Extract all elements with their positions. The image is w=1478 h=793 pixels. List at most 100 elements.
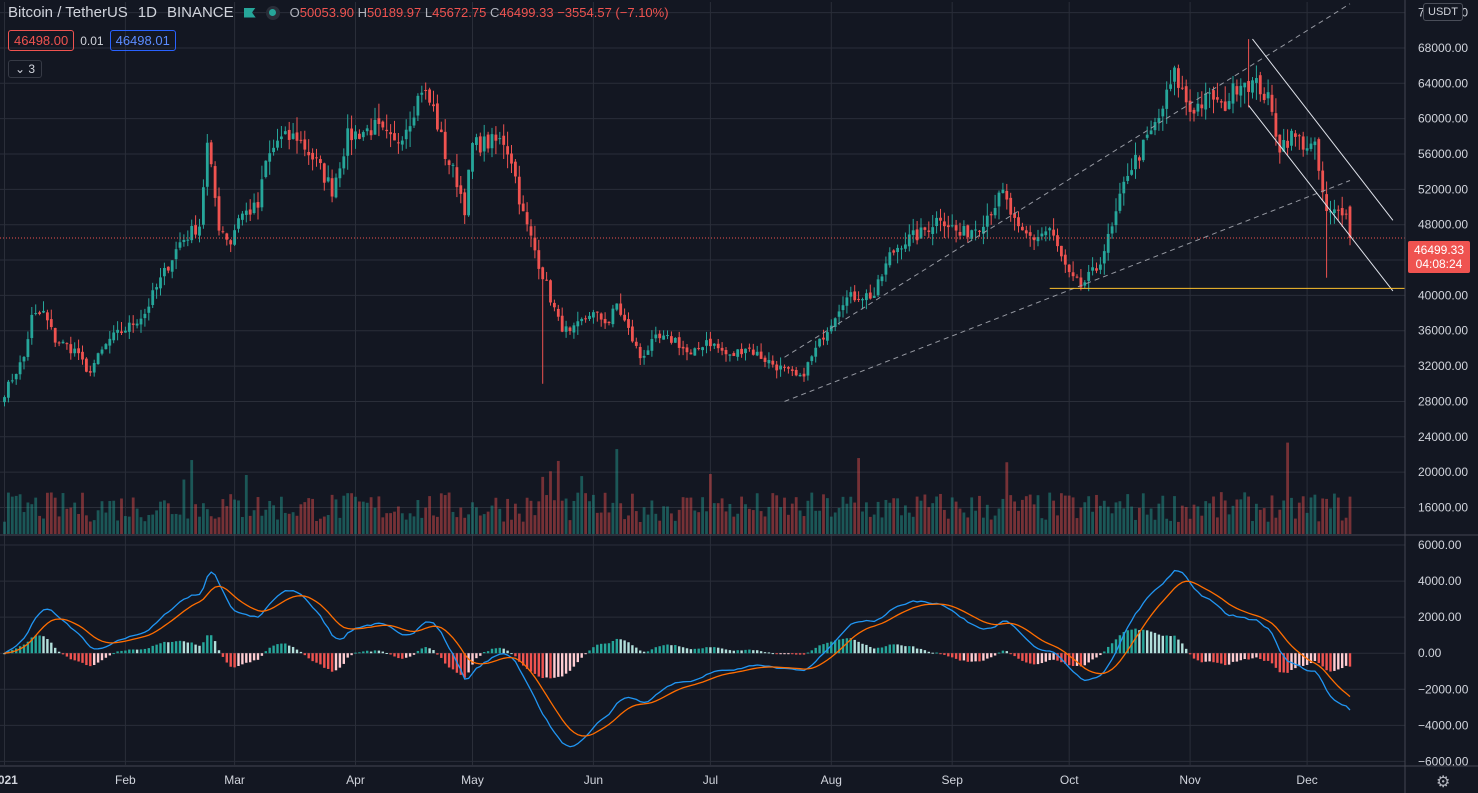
macd-histogram-bar	[533, 653, 537, 674]
candle	[880, 273, 884, 287]
volume-bar	[494, 497, 498, 534]
currency-badge[interactable]: USDT	[1423, 3, 1463, 21]
macd-histogram-bar	[1017, 653, 1020, 659]
time-tick-label: Dec	[1296, 773, 1317, 787]
candle	[732, 351, 736, 357]
macd-histogram-bar	[1087, 653, 1090, 663]
macd-histogram-bar	[463, 653, 466, 678]
candle	[720, 342, 724, 356]
macd-histogram-bar	[834, 640, 837, 654]
candle	[748, 343, 751, 352]
candle	[1102, 244, 1106, 275]
candle	[876, 274, 880, 298]
volume-bar	[923, 494, 927, 534]
candle	[478, 132, 482, 157]
sell-button[interactable]: 46498.00	[8, 30, 75, 51]
volume-bar	[720, 498, 724, 534]
flag-icon[interactable]	[243, 7, 256, 18]
macd-tick-label: −4000.00	[1418, 718, 1469, 732]
volume-bar	[642, 507, 646, 534]
candle	[1169, 70, 1172, 92]
trend-channel-line[interactable]	[784, 3, 1351, 358]
macd-histogram-bar	[1001, 650, 1005, 654]
macd-histogram-bar	[783, 653, 786, 655]
macd-histogram-bar	[354, 652, 357, 654]
macd-axis[interactable]: −6000.00 −4000.00 −2000.00 0.00 2000.00 4000.…	[1418, 538, 1469, 768]
volume-bar	[537, 501, 541, 534]
macd-histogram-bar	[264, 651, 267, 654]
macd-histogram-bar	[1149, 631, 1153, 654]
candle	[568, 326, 572, 335]
descending-channel-line[interactable]	[1248, 105, 1394, 292]
candle	[966, 224, 970, 243]
macd-histogram-bar	[1270, 653, 1274, 664]
volume-bar	[7, 492, 10, 534]
macd-histogram-bar	[50, 642, 53, 654]
macd-histogram-bar	[81, 653, 84, 663]
macd-histogram-bar	[927, 651, 930, 654]
volume-bar	[85, 515, 88, 534]
volume-bar	[950, 497, 954, 534]
volume-bar	[381, 517, 385, 534]
volume-bar	[1052, 500, 1055, 534]
macd-histogram-bar	[233, 653, 236, 668]
indicators-toggle-button[interactable]: ⌄ 3	[8, 60, 43, 78]
macd-histogram-bar	[943, 653, 946, 655]
macd-histogram-bar	[420, 648, 423, 654]
volume-bar	[1169, 520, 1172, 534]
candle	[588, 311, 591, 321]
candle	[627, 312, 630, 335]
interval-label[interactable]: 1D	[137, 4, 157, 21]
candle	[611, 304, 615, 328]
candle	[634, 337, 638, 349]
volume-bar	[1110, 513, 1114, 534]
macd-histogram-bar	[34, 635, 37, 654]
volume-bar	[451, 511, 455, 534]
macd-histogram-bar	[1056, 653, 1059, 661]
symbol-title[interactable]: Bitcoin / TetherUS	[8, 4, 128, 21]
time-axis[interactable]: 2021 Feb Mar Apr May Jun Jul Aug Sep Oct Nov Dec	[0, 773, 1318, 787]
trend-channel-line[interactable]	[784, 180, 1351, 402]
volume-bar	[397, 506, 400, 534]
volume-bar	[38, 515, 41, 534]
macd-histogram-bar	[752, 650, 755, 654]
macd-histogram-bar	[459, 653, 462, 675]
volume-bar	[775, 495, 779, 534]
volume-bar	[502, 521, 506, 534]
candle	[763, 355, 767, 368]
volume-bar	[237, 500, 240, 534]
candle	[10, 373, 14, 384]
macd-histogram-bar	[689, 649, 693, 654]
candle	[783, 364, 786, 372]
volume-bar	[264, 509, 268, 534]
gear-icon[interactable]: ⚙	[1436, 774, 1451, 791]
macd-histogram-bar	[1048, 653, 1051, 661]
candle	[22, 356, 26, 370]
volume-bar	[151, 514, 155, 534]
buy-button[interactable]: 46498.01	[109, 30, 176, 51]
macd-histogram-bar	[962, 653, 966, 661]
volume-bar	[670, 513, 673, 534]
macd-histogram-bar	[1126, 630, 1129, 654]
trade-buttons: 46498.00 0.01 46498.01	[8, 30, 176, 51]
candle	[1110, 222, 1114, 239]
descending-channel-line[interactable]	[1252, 38, 1394, 221]
macd-histogram-bar	[1185, 648, 1188, 654]
macd-histogram-bar	[986, 653, 989, 659]
volume-bar	[997, 508, 1001, 534]
macd-histogram-bar	[1040, 653, 1044, 664]
candle	[1325, 181, 1328, 278]
macd-histogram-bar	[705, 647, 708, 654]
volume-bar	[291, 512, 295, 534]
price-axis[interactable]: 16000.00 20000.00 24000.00 28000.00 32000.00…	[1418, 6, 1468, 515]
volume-bar	[1165, 518, 1169, 534]
candle	[1177, 64, 1180, 98]
macd-histogram-bar	[198, 645, 201, 654]
candle	[576, 311, 580, 335]
macd-histogram-bar	[1188, 653, 1192, 655]
macd-histogram-bar	[1107, 646, 1110, 654]
trend-drawings[interactable]	[784, 3, 1405, 402]
macd-histogram-bar	[61, 653, 65, 655]
candle	[190, 219, 194, 244]
